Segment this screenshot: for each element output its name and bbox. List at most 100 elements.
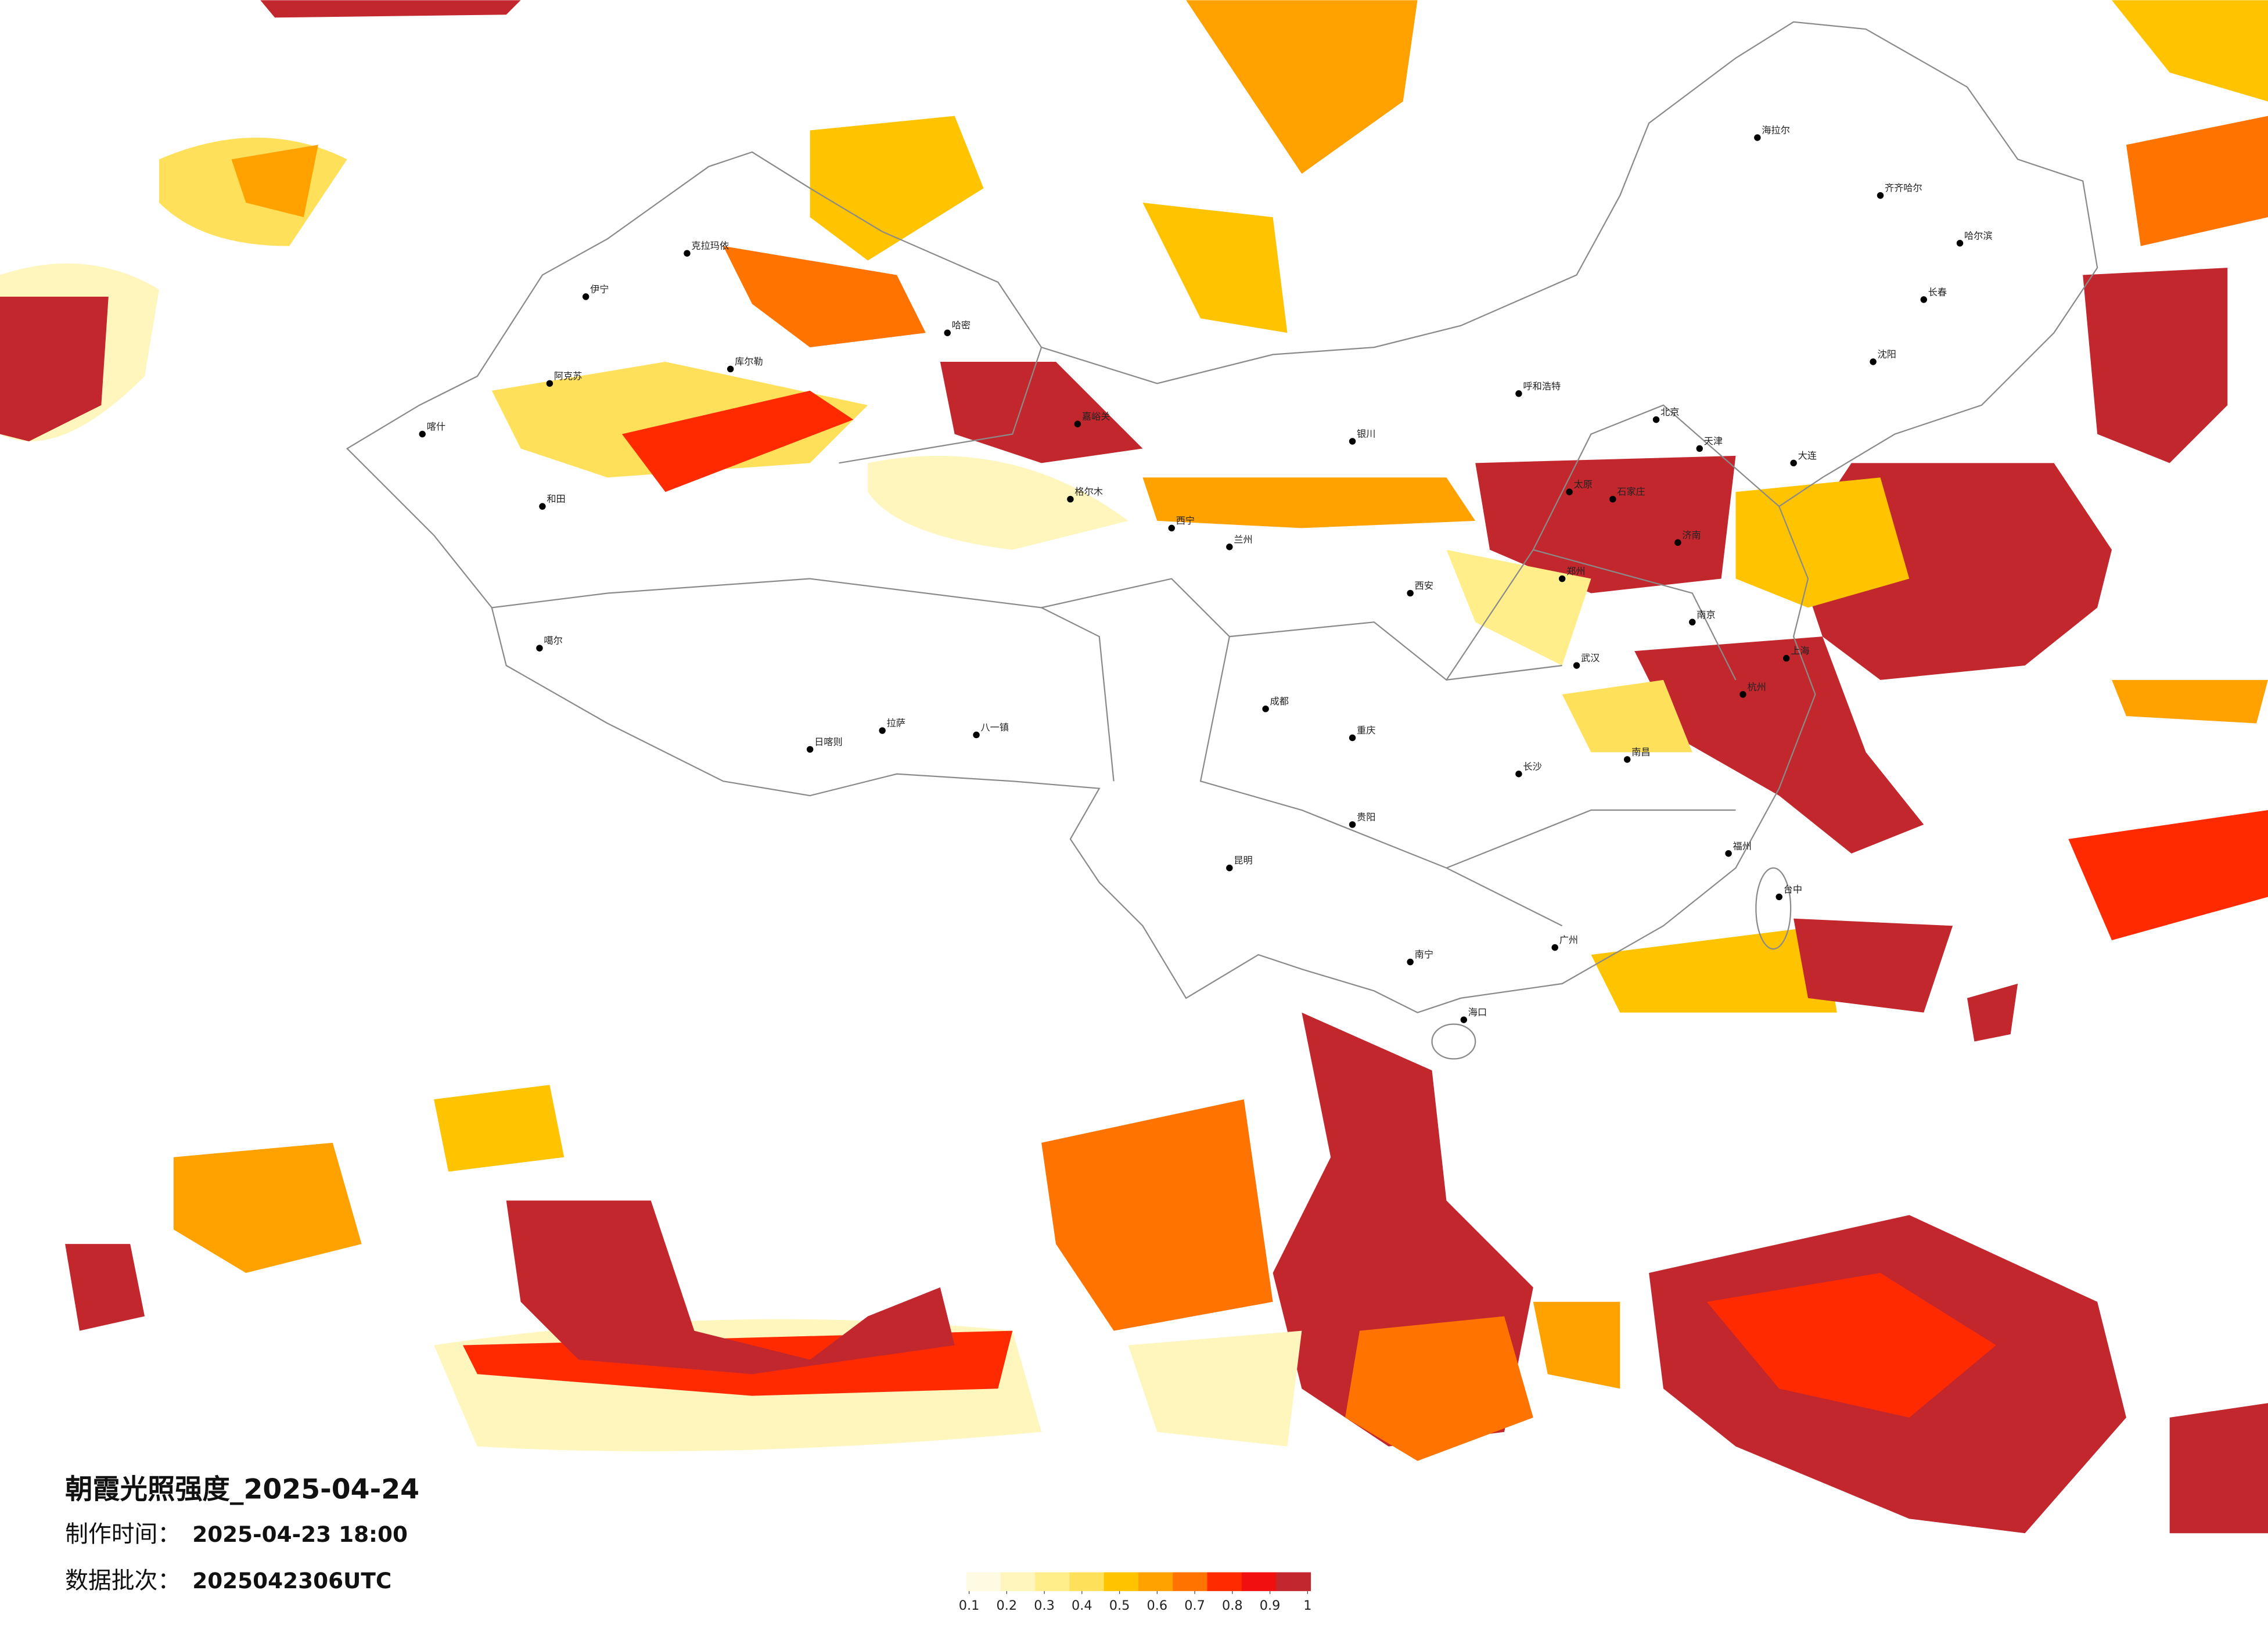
city: 天津 — [1696, 436, 1723, 452]
borders — [346, 21, 2098, 1060]
city-dot — [806, 746, 814, 753]
city-dot — [1775, 893, 1782, 901]
city-dot — [536, 645, 543, 652]
city-dot — [1566, 488, 1573, 495]
legend-tick-label: 0.6 — [1147, 1598, 1168, 1613]
legend-swatch — [1173, 1572, 1208, 1591]
city: 哈尔滨 — [1956, 230, 1993, 247]
cloud-region — [2112, 0, 2268, 102]
city-label: 海口 — [1468, 1007, 1487, 1018]
city-dot — [1262, 705, 1269, 713]
city: 喀什 — [419, 421, 445, 438]
city-label: 海拉尔 — [1762, 124, 1790, 135]
city-dot — [1696, 445, 1703, 452]
cloud-region — [506, 1200, 955, 1375]
cloud-region — [1446, 549, 1591, 665]
city-dot — [1407, 958, 1414, 966]
city-dot — [879, 727, 886, 734]
city-dot — [1790, 459, 1797, 467]
legend-tick-label: 0.9 — [1260, 1598, 1281, 1613]
city-label: 郑州 — [1566, 566, 1585, 577]
city: 南昌 — [1624, 746, 1651, 763]
legend-swatch — [1035, 1572, 1070, 1591]
city: 大连 — [1790, 450, 1817, 467]
legend-swatch — [966, 1572, 1001, 1591]
city-dot — [1624, 756, 1631, 763]
legend-tick-label: 0.1 — [959, 1598, 980, 1613]
city-label: 上海 — [1791, 645, 1809, 656]
city-dot — [1168, 524, 1175, 532]
city-label: 台中 — [1784, 884, 1802, 895]
city: 重庆 — [1349, 725, 1375, 742]
cloud-region — [940, 361, 1143, 463]
cloud-region — [2112, 679, 2268, 724]
city-label: 噶尔 — [544, 635, 562, 646]
cloud-region — [621, 390, 854, 492]
cloud-region — [260, 0, 521, 18]
city: 昆明 — [1226, 855, 1253, 872]
city: 西宁 — [1168, 515, 1195, 532]
city: 拉萨 — [879, 718, 905, 734]
city-dot — [1226, 544, 1233, 551]
city-dot — [1226, 864, 1233, 872]
cloud-region — [1186, 0, 1418, 174]
city: 海口 — [1460, 1007, 1487, 1023]
city: 石家庄 — [1609, 486, 1645, 503]
city-label: 拉萨 — [887, 718, 905, 729]
city: 阿克苏 — [546, 370, 583, 387]
city-label: 杭州 — [1747, 681, 1766, 692]
city: 伊宁 — [582, 283, 609, 300]
city-label: 齐齐哈尔 — [1885, 182, 1922, 193]
city-label: 西安 — [1415, 580, 1433, 591]
cloud-region — [810, 116, 984, 261]
city-label: 呼和浩特 — [1523, 380, 1561, 391]
city: 郑州 — [1558, 566, 1585, 582]
city: 哈密 — [944, 320, 971, 336]
cloud-region — [1634, 636, 1924, 854]
cloud-region — [1793, 918, 1953, 1013]
legend-tick-label: 0.5 — [1109, 1598, 1130, 1613]
city-dot — [1920, 296, 1928, 303]
city: 太原 — [1566, 479, 1593, 495]
city: 八一镇 — [973, 722, 1009, 739]
city: 日喀则 — [806, 736, 843, 753]
city-dot — [546, 380, 553, 387]
city-label: 长沙 — [1523, 761, 1541, 772]
city-dot — [1739, 691, 1746, 698]
city-label: 广州 — [1559, 934, 1578, 945]
city-label: 石家庄 — [1617, 486, 1645, 497]
city-label: 贵阳 — [1357, 811, 1375, 822]
city-label: 北京 — [1660, 406, 1679, 418]
make-time-value: 2025-04-23 18:00 — [192, 1521, 408, 1547]
city-label: 福州 — [1733, 840, 1752, 851]
city-dot — [1689, 618, 1696, 625]
city-label: 重庆 — [1357, 725, 1375, 736]
cloud-region — [1735, 477, 1910, 608]
cloud-region — [1041, 1099, 1273, 1331]
hainan — [1431, 1023, 1476, 1060]
map-title: 朝霞光照强度_2025-04-24 — [65, 1473, 419, 1505]
city: 长沙 — [1515, 761, 1542, 778]
city: 克拉玛依 — [684, 240, 729, 257]
city-dot — [1074, 420, 1081, 427]
city: 噶尔 — [536, 635, 563, 652]
taiwan — [1755, 867, 1792, 950]
legend-swatch — [1276, 1572, 1311, 1591]
city-label: 嘉峪关 — [1082, 411, 1110, 422]
city: 济南 — [1674, 530, 1701, 546]
city: 南京 — [1689, 609, 1716, 625]
city-dot — [944, 329, 951, 336]
cloud-region — [1706, 1272, 1996, 1418]
city-dot — [1067, 495, 1074, 503]
city: 成都 — [1262, 696, 1289, 713]
city-label: 西宁 — [1176, 515, 1195, 526]
legend-swatch — [1000, 1572, 1036, 1591]
city: 北京 — [1652, 406, 1679, 423]
city-label: 阿克苏 — [554, 370, 583, 382]
cloud-region — [1591, 926, 1837, 1013]
cloud-region — [1142, 477, 1476, 528]
legend-tick-label: 1 — [1303, 1598, 1311, 1613]
city: 齐齐哈尔 — [1877, 182, 1922, 199]
city-dot — [1725, 850, 1732, 857]
city-label: 沈阳 — [1878, 349, 1896, 360]
